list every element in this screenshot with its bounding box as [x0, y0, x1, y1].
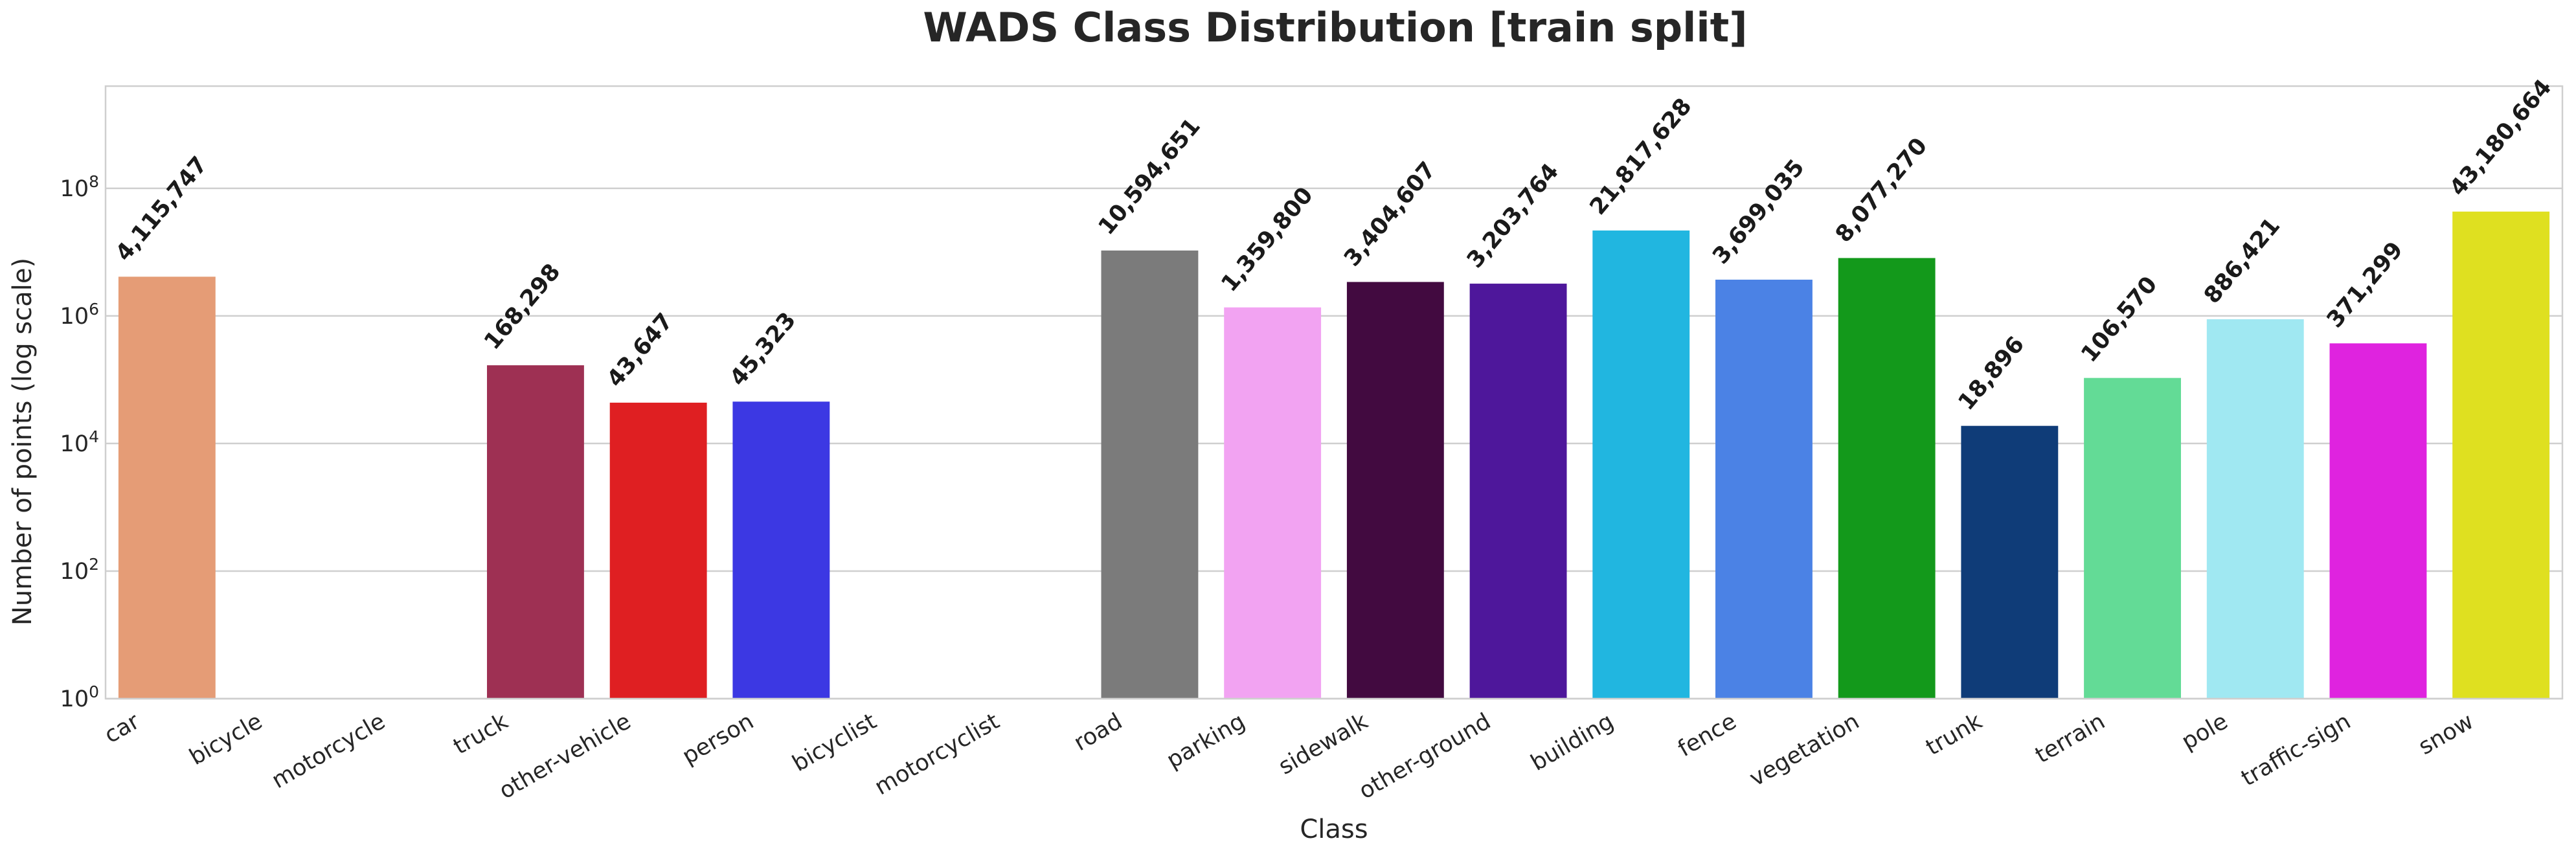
- data-label-truck: 168,298: [479, 259, 565, 355]
- bar-vegetation: [1838, 258, 1936, 699]
- x-tick-label-person: person: [678, 708, 758, 770]
- grid: [106, 187, 2562, 700]
- bars: [118, 211, 2550, 699]
- x-tick-label-snow: snow: [2414, 708, 2478, 760]
- x-tick-label-bicycle: bicycle: [185, 708, 267, 771]
- x-tick-label-vegetation: vegetation: [1745, 708, 1864, 792]
- x-tick-label-traffic-sign: traffic-sign: [2237, 708, 2355, 791]
- bar-parking: [1224, 307, 1322, 699]
- x-tick-label-terrain: terrain: [2031, 708, 2109, 769]
- bar-road: [1101, 250, 1199, 699]
- x-tick-label-trunk: trunk: [1922, 708, 1987, 761]
- x-axis-label: Class: [1300, 815, 1368, 844]
- x-tick-label-motorcycle: motorcycle: [267, 708, 390, 794]
- data-label-pole: 886,421: [2199, 213, 2285, 309]
- data-label-snow: 43,180,664: [2445, 74, 2557, 201]
- x-tick-label-car: car: [100, 708, 144, 749]
- y-tick-label: 102: [60, 555, 99, 585]
- data-label-car: 4,115,747: [111, 152, 212, 266]
- plot-frame: [104, 85, 2564, 700]
- x-tick-label-bicyclist: bicyclist: [788, 708, 881, 777]
- x-tick-label-fence: fence: [1674, 708, 1741, 762]
- bar-other-ground: [1469, 284, 1567, 699]
- x-tick-label-pole: pole: [2177, 708, 2232, 755]
- data-label-person: 45,323: [725, 308, 801, 391]
- chart-title: WADS Class Distribution [train split]: [923, 4, 1747, 51]
- y-axis-label: Number of points (log scale): [8, 258, 38, 625]
- x-tick-label-motorcyclist: motorcyclist: [870, 708, 1004, 800]
- y-tick-label: 100: [60, 682, 99, 712]
- bar-truck: [487, 365, 584, 699]
- bar-fence: [1715, 279, 1813, 699]
- x-tick-label-building: building: [1526, 708, 1618, 776]
- x-tick-label-road: road: [1070, 708, 1127, 756]
- x-tick-label-parking: parking: [1162, 708, 1250, 774]
- data-labels: 4,115,747 168,298 43,647 45,323 10,594,651 1,…: [111, 74, 2557, 415]
- data-label-terrain: 106,570: [2076, 272, 2162, 368]
- bar-person: [732, 401, 830, 699]
- data-label-sidewalk: 3,404,607: [1339, 157, 1441, 272]
- bar-snow: [2452, 211, 2550, 699]
- bar-pole: [2206, 319, 2304, 699]
- x-tick-label-other-ground: other-ground: [1355, 708, 1495, 804]
- y-tick-label: 106: [60, 300, 99, 330]
- bar-car: [118, 276, 216, 699]
- data-label-building: 21,817,628: [1585, 93, 1697, 220]
- y-axis-ticks: 100 102 104 106 108: [60, 172, 99, 712]
- x-tick-label-truck: truck: [449, 708, 513, 760]
- data-label-fence: 3,699,035: [1708, 155, 1809, 269]
- data-label-vegetation: 8,077,270: [1831, 133, 1932, 248]
- data-label-traffic-sign: 371,299: [2322, 237, 2408, 333]
- bar-terrain: [2084, 377, 2181, 699]
- x-tick-label-sidewalk: sidewalk: [1274, 708, 1373, 780]
- bar-traffic-sign: [2329, 343, 2427, 699]
- y-tick-label: 108: [60, 172, 99, 202]
- bar-other-vehicle: [609, 402, 707, 699]
- bar-trunk: [1961, 425, 2059, 699]
- bar-building: [1592, 230, 1690, 699]
- bar-sidewalk: [1346, 282, 1444, 699]
- data-label-parking: 1,359,800: [1216, 183, 1318, 297]
- data-label-trunk: 18,896: [1954, 332, 2029, 415]
- y-tick-label: 104: [60, 427, 99, 457]
- x-tick-label-other-vehicle: other-vehicle: [495, 708, 635, 804]
- data-label-other-ground: 3,203,764: [1462, 159, 1564, 273]
- data-label-road: 10,594,651: [1094, 113, 1206, 240]
- data-label-other-vehicle: 43,647: [602, 308, 678, 392]
